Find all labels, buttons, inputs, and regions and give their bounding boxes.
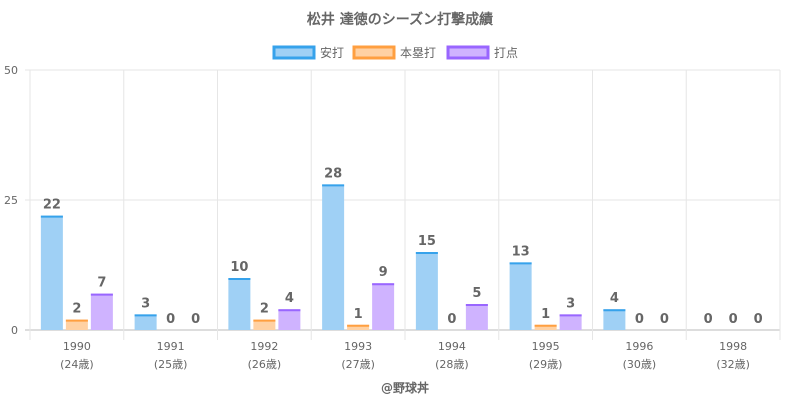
- data-label: 0: [635, 312, 644, 327]
- legend: 安打 本塁打 打点: [272, 45, 518, 60]
- data-label: 0: [447, 312, 456, 327]
- data-label: 2: [260, 302, 269, 317]
- bar-安打: [228, 278, 251, 330]
- bar-本塁打: [534, 324, 557, 330]
- footer-credit: @野球丼: [381, 380, 429, 395]
- legend-swatch: [272, 45, 316, 60]
- bar-打点: [372, 283, 395, 330]
- bar-本塁打: [253, 319, 276, 330]
- bar-安打: [509, 262, 532, 330]
- x-tick-sublabel: (28歳): [435, 358, 469, 371]
- data-label: 7: [97, 276, 106, 291]
- x-tick-sublabel: (32歳): [716, 358, 750, 371]
- data-label: 10: [230, 260, 248, 275]
- data-label: 5: [472, 286, 481, 301]
- data-label: 13: [512, 244, 530, 259]
- x-tick-label: 1991: [157, 340, 185, 353]
- x-tick-label: 1992: [250, 340, 278, 353]
- data-label: 9: [379, 265, 388, 280]
- bar-打点: [278, 309, 301, 330]
- bar-打点: [90, 293, 113, 330]
- bar-安打: [322, 184, 345, 330]
- x-tick-sublabel: (27歳): [341, 358, 375, 371]
- chart-title: 松井 達徳のシーズン打撃成績: [307, 11, 493, 28]
- data-label: 15: [418, 234, 436, 249]
- bar-本塁打: [65, 319, 88, 330]
- x-tick-sublabel: (30歳): [623, 358, 657, 371]
- bar-安打: [134, 314, 157, 330]
- x-tick-label: 1996: [625, 340, 653, 353]
- data-label: 4: [610, 291, 619, 306]
- y-tick-label: 50: [4, 64, 18, 77]
- x-tick-sublabel: (24歳): [60, 358, 94, 371]
- data-label: 0: [166, 312, 175, 327]
- x-tick-sublabel: (29歳): [529, 358, 563, 371]
- legend-swatch: [352, 45, 396, 60]
- x-tick-sublabel: (26歳): [248, 358, 282, 371]
- y-tick-label: 25: [4, 194, 18, 207]
- data-label: 0: [191, 312, 200, 327]
- y-tick-label: 0: [11, 324, 18, 337]
- bar-打点: [465, 304, 488, 330]
- data-label: 2: [72, 302, 81, 317]
- bar-安打: [40, 215, 63, 330]
- data-label: 0: [729, 312, 738, 327]
- legend-label: 本塁打: [400, 46, 436, 60]
- x-tick-sublabel: (25歳): [154, 358, 188, 371]
- data-label: 4: [285, 291, 294, 306]
- data-label: 3: [141, 296, 150, 311]
- legend-label: 安打: [320, 45, 344, 60]
- x-tick-label: 1990: [63, 340, 91, 353]
- bar-本塁打: [347, 324, 370, 330]
- data-label: 0: [754, 312, 763, 327]
- x-axis-labels: 1990 (24歳) 1991 (25歳) 1992 (26歳) 1993 (27歳) 1994…: [60, 340, 750, 371]
- bar-安打: [603, 309, 626, 330]
- data-label: 1: [354, 307, 363, 322]
- data-label: 0: [704, 312, 713, 327]
- data-label: 0: [660, 312, 669, 327]
- data-label: 22: [43, 198, 61, 213]
- data-label: 3: [566, 296, 575, 311]
- x-tick-label: 1993: [344, 340, 372, 353]
- data-label: 28: [324, 166, 342, 181]
- x-tick-label: 1998: [719, 340, 747, 353]
- legend-swatch: [446, 45, 490, 60]
- bar-安打: [415, 252, 438, 330]
- bar-打点: [559, 314, 582, 330]
- legend-label: 打点: [494, 46, 518, 60]
- x-tick-label: 1995: [532, 340, 560, 353]
- data-label: 1: [541, 307, 550, 322]
- x-tick-label: 1994: [438, 340, 466, 353]
